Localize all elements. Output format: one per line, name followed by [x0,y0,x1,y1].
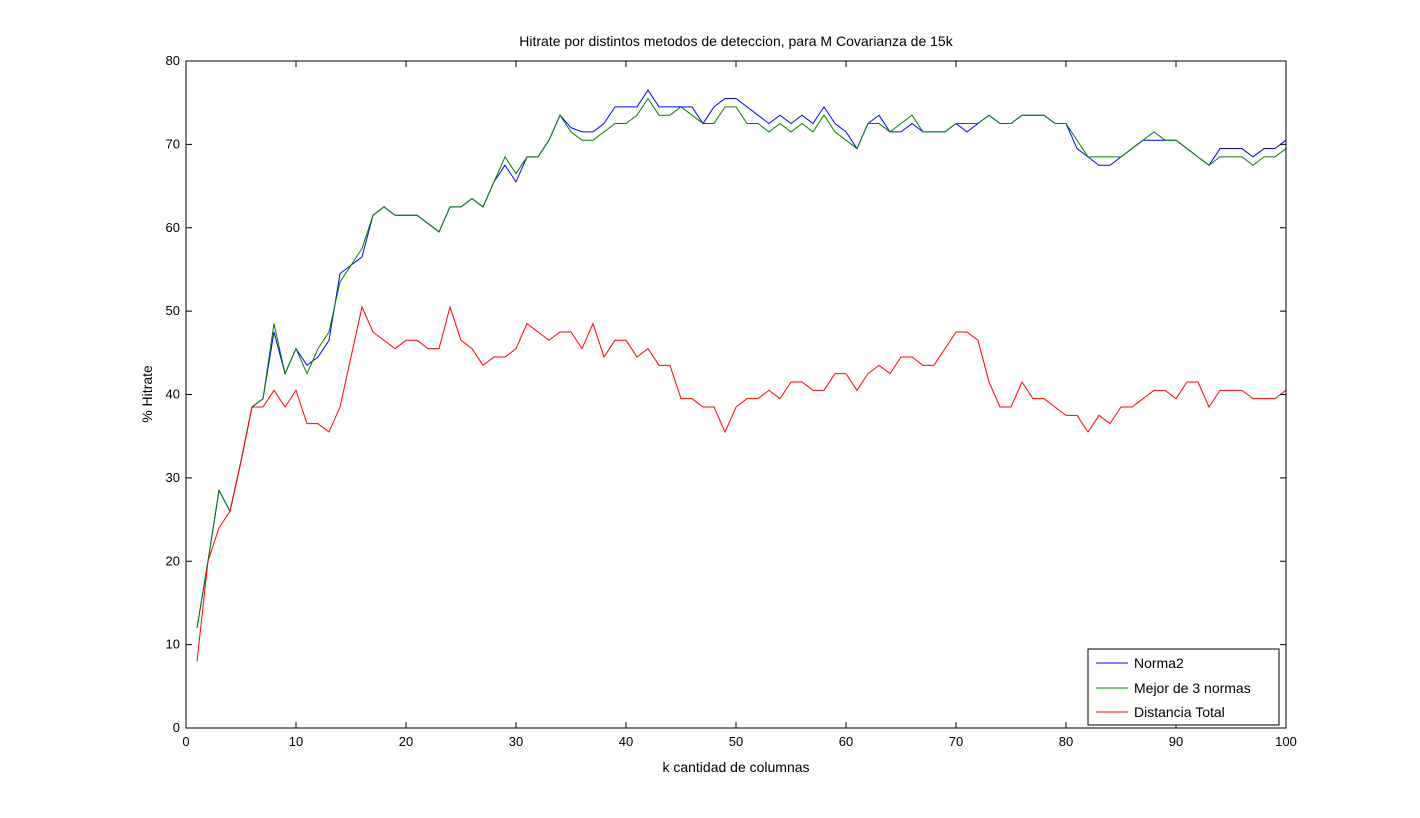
x-tick-label: 50 [729,734,743,749]
x-tick-label: 90 [1169,734,1183,749]
legend-label-mejor: Mejor de 3 normas [1134,680,1251,696]
plot-area [186,61,1286,728]
y-tick-label: 60 [166,220,180,235]
y-tick-label: 40 [166,387,180,402]
x-tick-label: 100 [1275,734,1297,749]
y-axis-label: % Hitrate [139,365,155,423]
y-tick-label: 20 [166,553,180,568]
legend: Norma2 Mejor de 3 normas Distancia Total [1087,648,1280,726]
x-axis-label: k cantidad de columnas [662,759,809,775]
legend-label-distancia: Distancia Total [1134,704,1225,720]
x-tick-label: 70 [949,734,963,749]
x-tick-label: 0 [182,734,189,749]
y-tick-label: 70 [166,136,180,151]
series-line-distancia-total [196,305,1287,662]
x-tick-label: 20 [399,734,413,749]
x-tick-label: 80 [1059,734,1073,749]
chart-title: Hitrate por distintos metodos de detecci… [519,33,953,49]
x-tick-label: 60 [839,734,853,749]
y-tick-label: 50 [166,303,180,318]
series-line-mejor-de-3-normas [196,97,1287,629]
series-layer [196,89,1287,662]
y-tick-label: 0 [173,720,180,735]
y-axis-ticks: 0 10 20 30 40 50 60 70 80 [166,53,1286,735]
x-tick-label: 30 [509,734,523,749]
x-tick-label: 40 [619,734,633,749]
legend-label-norma2: Norma2 [1134,655,1184,671]
y-tick-label: 10 [166,637,180,652]
y-tick-label: 30 [166,470,180,485]
y-tick-label: 80 [166,53,180,68]
x-axis-ticks: 0 10 20 30 40 50 60 70 80 90 100 [182,61,1297,749]
x-tick-label: 10 [289,734,303,749]
